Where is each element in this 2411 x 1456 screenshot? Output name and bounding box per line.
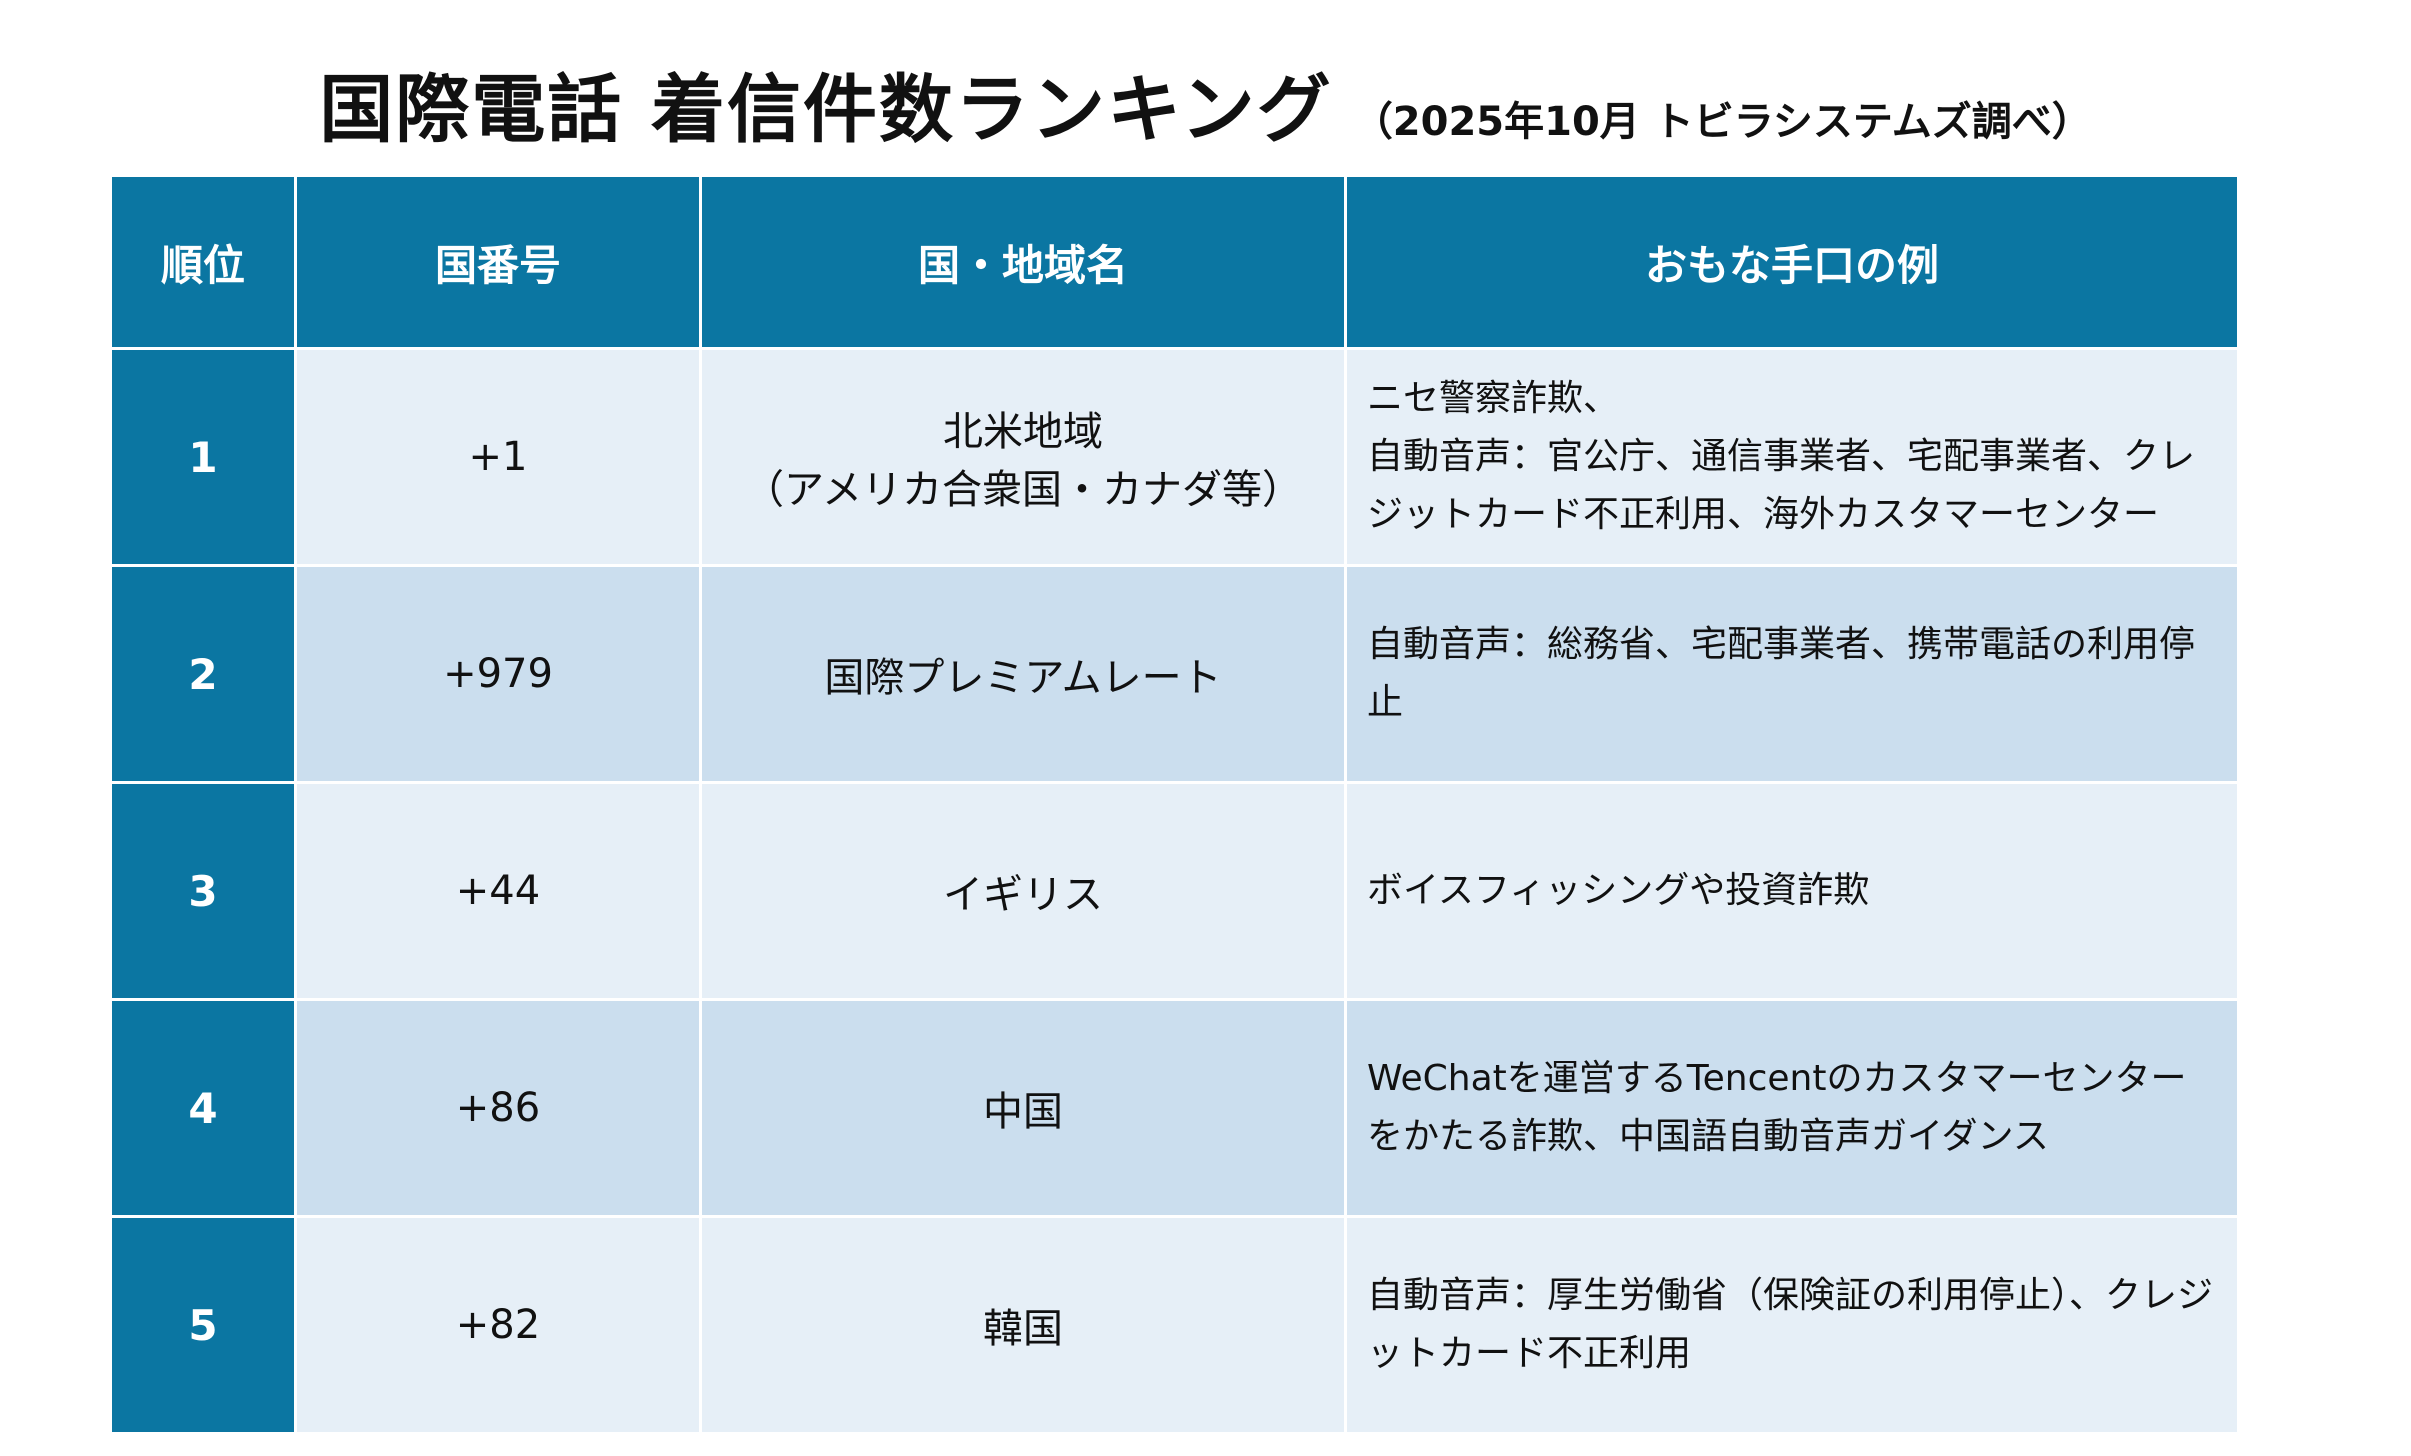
methods-cell: 自動音声：総務省、宅配事業者、携帯電話の利用停止	[1347, 567, 2237, 781]
rank-cell: 5	[112, 1218, 294, 1432]
methods-cell: ニセ警察詐欺、 自動音声：官公庁、通信事業者、宅配事業者、クレジットカード不正利…	[1347, 350, 2237, 564]
region-cell: 北米地域 （アメリカ合衆国・カナダ等）	[702, 350, 1344, 564]
region-cell: 中国	[702, 1001, 1344, 1215]
methods-cell: 自動音声：厚生労働省（保険証の利用停止）、クレジットカード不正利用	[1347, 1218, 2237, 1432]
page-title: 国際電話 着信件数ランキング （2025年10月 トビラシステムズ調べ）	[0, 50, 2411, 157]
header-country-code: 国番号	[297, 177, 699, 347]
country-code-cell: +86	[297, 1001, 699, 1215]
table-row: 2 +979 国際プレミアムレート 自動音声：総務省、宅配事業者、携帯電話の利用停止	[112, 567, 2237, 781]
rank-cell: 2	[112, 567, 294, 781]
title-main: 国際電話 着信件数ランキング	[319, 67, 1333, 153]
table-row: 5 +82 韓国 自動音声：厚生労働省（保険証の利用停止）、クレジットカード不正利用	[112, 1218, 2237, 1432]
methods-cell: WeChatを運営するTencentのカスタマーセンターをかたる詐欺、中国語自動…	[1347, 1001, 2237, 1215]
methods-cell: ボイスフィッシングや投資詐欺	[1347, 784, 2237, 998]
header-region: 国・地域名	[702, 177, 1344, 347]
ranking-table: 順位 国番号 国・地域名 おもな手口の例 1 +1 北米地域 （アメリカ合衆国・カナ…	[109, 174, 2240, 1435]
rank-cell: 4	[112, 1001, 294, 1215]
region-cell: 国際プレミアムレート	[702, 567, 1344, 781]
header-rank: 順位	[112, 177, 294, 347]
header-methods: おもな手口の例	[1347, 177, 2237, 347]
country-code-cell: +82	[297, 1218, 699, 1432]
country-code-cell: +979	[297, 567, 699, 781]
table-row: 3 +44 イギリス ボイスフィッシングや投資詐欺	[112, 784, 2237, 998]
title-source: （2025年10月 トビラシステムズ調べ）	[1352, 99, 2092, 145]
table-row: 1 +1 北米地域 （アメリカ合衆国・カナダ等） ニセ警察詐欺、 自動音声：官公庁、通…	[112, 350, 2237, 564]
country-code-cell: +1	[297, 350, 699, 564]
country-code-cell: +44	[297, 784, 699, 998]
region-cell: イギリス	[702, 784, 1344, 998]
rank-cell: 1	[112, 350, 294, 564]
rank-cell: 3	[112, 784, 294, 998]
region-cell: 韓国	[702, 1218, 1344, 1432]
table-row: 4 +86 中国 WeChatを運営するTencentのカスタマーセンターをかたる詐欺…	[112, 1001, 2237, 1215]
table-header-row: 順位 国番号 国・地域名 おもな手口の例	[112, 177, 2237, 347]
